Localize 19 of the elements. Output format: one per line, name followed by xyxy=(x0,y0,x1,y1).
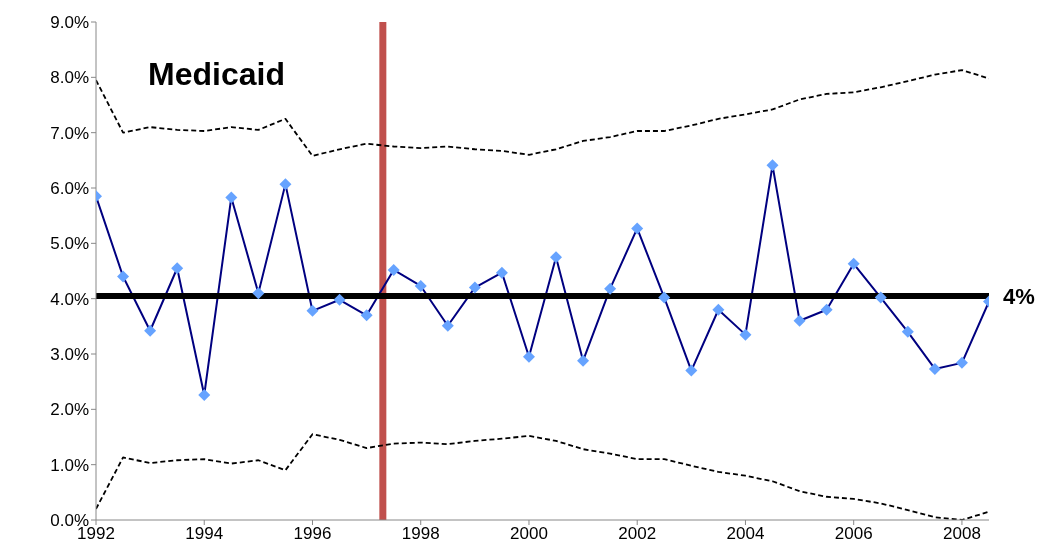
x-tick-label: 1994 xyxy=(185,524,224,544)
y-tick-label: 7.0% xyxy=(50,123,89,143)
text: Medicaid xyxy=(148,56,285,93)
y-tick-label: 6.0% xyxy=(50,179,89,199)
ref-line-label: 4% xyxy=(1003,283,1035,309)
x-tick-label: 2008 xyxy=(943,524,981,544)
y-tick-label: 8.0% xyxy=(50,68,89,88)
y-tick-label: 3.0% xyxy=(50,345,89,365)
y-tick-label: 5.0% xyxy=(50,234,89,254)
x-tick-label: 1998 xyxy=(401,524,440,544)
x-tick-label: 1996 xyxy=(293,524,332,544)
x-tick-label: 2000 xyxy=(510,524,548,544)
x-tick-label: 2006 xyxy=(834,524,873,544)
y-tick-label: 4.0% xyxy=(50,289,89,309)
y-tick-label: 9.0% xyxy=(50,13,89,33)
x-tick-label: 2002 xyxy=(618,524,657,544)
x-tick-label: 2004 xyxy=(726,524,765,544)
y-tick-label: 2.0% xyxy=(50,400,89,420)
y-tick-label: 1.0% xyxy=(50,455,89,475)
